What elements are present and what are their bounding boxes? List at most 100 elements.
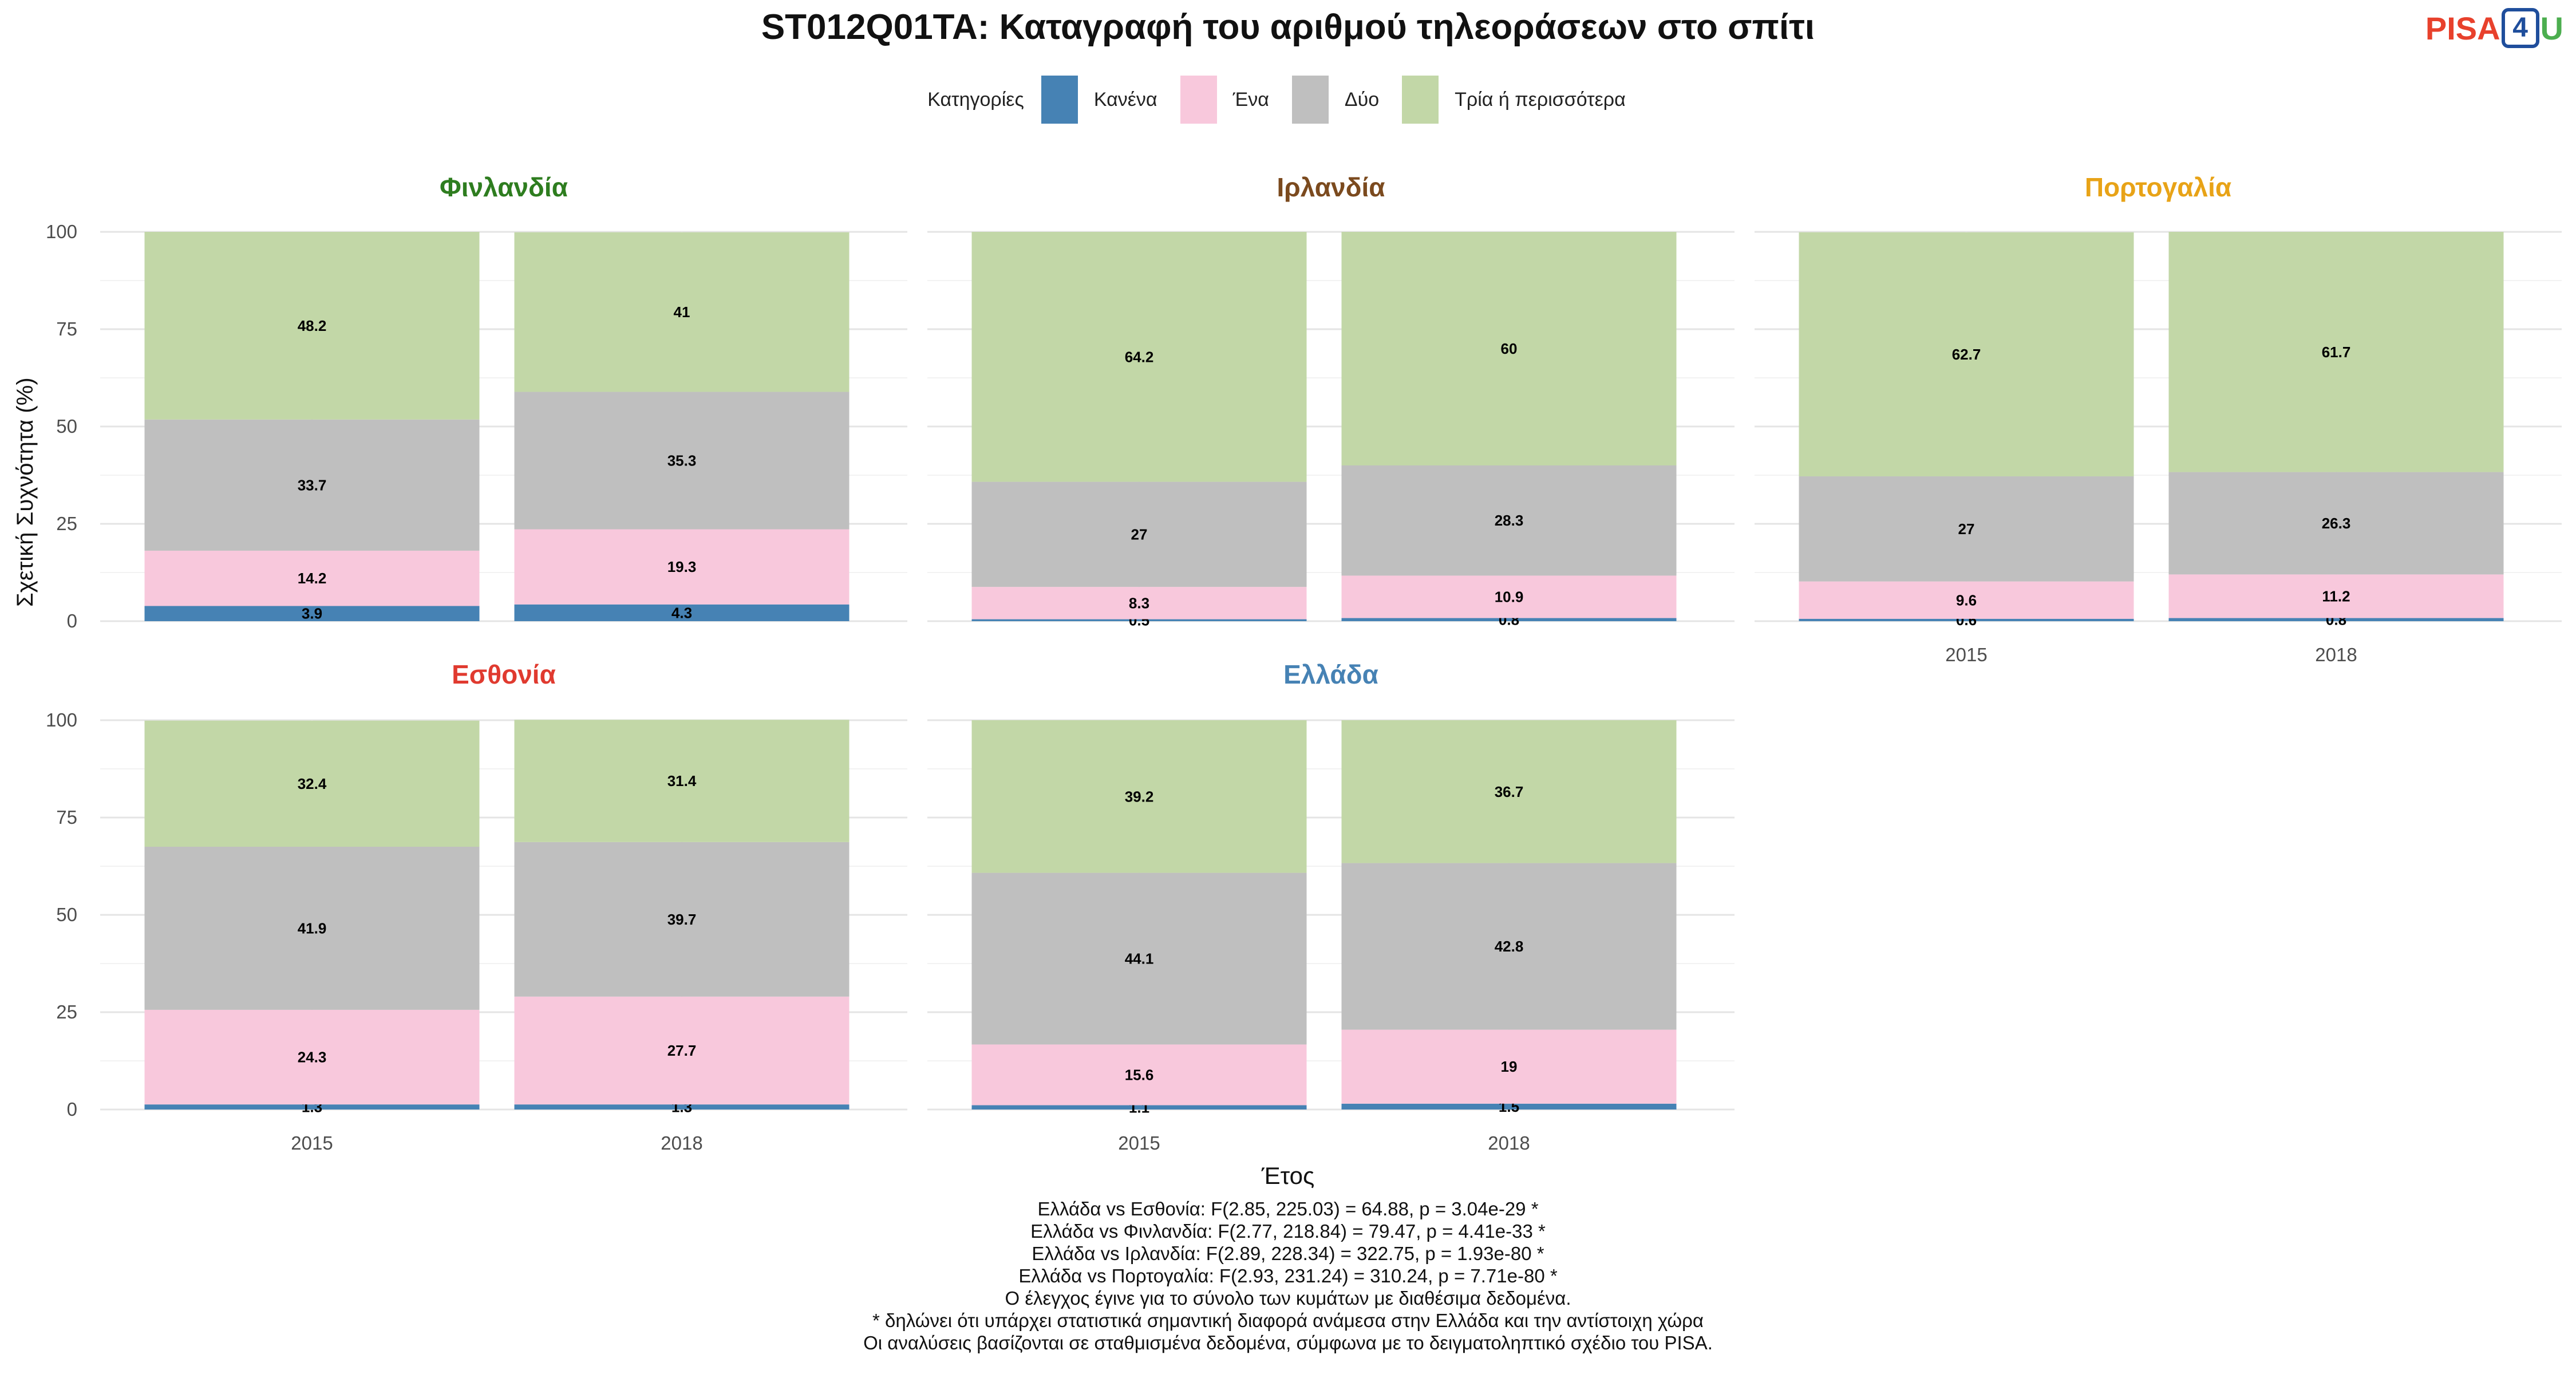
data-label: 61.7 bbox=[2322, 344, 2351, 361]
x-tick-label: 2018 bbox=[661, 1132, 702, 1154]
x-tick-label: 2018 bbox=[1488, 1132, 1530, 1154]
data-label: 27.7 bbox=[667, 1042, 697, 1059]
logo-pisa-text: PISA bbox=[2425, 10, 2500, 46]
bar-segment bbox=[144, 232, 480, 420]
bar-segment bbox=[514, 604, 850, 621]
logo-u-text: U bbox=[2540, 10, 2563, 46]
bar-segment bbox=[514, 996, 850, 1105]
bar-segment bbox=[144, 550, 480, 606]
data-label: 4.3 bbox=[671, 604, 692, 621]
y-tick-label: 75 bbox=[56, 807, 77, 828]
bar-segment bbox=[971, 587, 1307, 619]
bar-segment bbox=[1341, 863, 1677, 1030]
bar-segment bbox=[144, 1104, 480, 1110]
data-label: 39.7 bbox=[667, 911, 697, 928]
data-label: 44.1 bbox=[1125, 950, 1154, 968]
bar-segment bbox=[1799, 476, 2134, 582]
data-label: 32.4 bbox=[298, 775, 327, 792]
bar-segment bbox=[2168, 574, 2504, 618]
data-label: 14.2 bbox=[298, 570, 327, 587]
footnote-line: Οι αναλύσεις βασίζονται σε σταθμισμένα δ… bbox=[863, 1332, 1713, 1353]
x-tick-label: 2015 bbox=[1118, 1132, 1160, 1154]
legend-title: Κατηγορίες bbox=[927, 88, 1024, 110]
bar-segment bbox=[1799, 581, 2134, 619]
legend-item-none: Κανένα bbox=[1041, 76, 1157, 124]
y-tick-label: 0 bbox=[67, 1099, 77, 1120]
data-label: 10.9 bbox=[1495, 589, 1524, 606]
y-axis-label: Σχετική Συχνότητα (%) bbox=[13, 377, 38, 607]
bar-segment bbox=[1799, 618, 2134, 621]
bar-segment bbox=[1799, 232, 2134, 477]
x-axis-label: Έτος bbox=[1261, 1162, 1315, 1189]
legend-label-two: Δύο bbox=[1344, 88, 1380, 110]
legend-key-none bbox=[1041, 76, 1078, 124]
bar-segment bbox=[971, 481, 1307, 587]
y-tick-label: 50 bbox=[56, 904, 77, 925]
bar-segment bbox=[514, 529, 850, 605]
x-tick-label: 2015 bbox=[1945, 644, 1987, 665]
data-label: 48.2 bbox=[298, 317, 327, 334]
bar-segment bbox=[971, 872, 1307, 1045]
bar-segment bbox=[144, 606, 480, 621]
bar-segment bbox=[144, 1009, 480, 1105]
footnote-line: Ελλάδα vs Ιρλανδία: F(2.89, 228.34) = 32… bbox=[1032, 1243, 1544, 1264]
legend-label-three-plus: Τρία ή περισσότερα bbox=[1455, 88, 1626, 110]
y-tick-label: 50 bbox=[56, 416, 77, 437]
data-label: 60 bbox=[1501, 340, 1518, 357]
legend-key-two bbox=[1291, 76, 1329, 124]
y-tick-label: 25 bbox=[56, 513, 77, 534]
bar-segment bbox=[1341, 618, 1677, 621]
bar-segment bbox=[971, 720, 1307, 873]
footnotes: Ελλάδα vs Εσθονία: F(2.85, 225.03) = 64.… bbox=[0, 1198, 2576, 1354]
data-label: 24.3 bbox=[298, 1049, 327, 1066]
data-label: 36.7 bbox=[1495, 783, 1524, 800]
bar-segment bbox=[971, 1044, 1307, 1105]
legend-item-three-plus: Τρία ή περισσότερα bbox=[1402, 76, 1626, 124]
bar-segment bbox=[1341, 465, 1677, 576]
bar-segment bbox=[144, 720, 480, 847]
x-tick-label: 2018 bbox=[2315, 644, 2357, 665]
x-tick-label: 2015 bbox=[291, 1132, 333, 1154]
footnote-line: Ελλάδα vs Φινλανδία: F(2.77, 218.84) = 7… bbox=[1030, 1221, 1546, 1242]
bar-segment bbox=[1341, 232, 1677, 465]
data-label: 19.3 bbox=[667, 558, 697, 575]
chart-title: ST012Q01TA: Καταγραφή του αριθμού τηλεορ… bbox=[761, 7, 1815, 47]
data-label: 31.4 bbox=[667, 772, 697, 789]
y-tick-label: 100 bbox=[46, 221, 77, 242]
data-label: 39.2 bbox=[1125, 788, 1154, 805]
bar-segment bbox=[144, 847, 480, 1010]
data-label: 33.7 bbox=[298, 476, 327, 493]
bar-segment bbox=[2168, 472, 2504, 575]
pisa4u-logo: PISA 4 U bbox=[2425, 8, 2563, 48]
data-label: 42.8 bbox=[1495, 938, 1524, 955]
y-tick-label: 75 bbox=[56, 318, 77, 339]
data-label: 27 bbox=[1131, 526, 1148, 543]
panel-title: Πορτογαλία bbox=[2085, 172, 2231, 202]
legend-item-two: Δύο bbox=[1291, 76, 1380, 124]
legend-label-one: Ένα bbox=[1232, 88, 1269, 110]
data-label: 8.3 bbox=[1129, 594, 1149, 611]
footnote-line: * δηλώνει ότι υπάρχει στατιστικά σημαντι… bbox=[872, 1310, 1704, 1331]
bar-segment bbox=[1341, 575, 1677, 618]
bar-segment bbox=[971, 619, 1307, 621]
bar-segment bbox=[971, 1105, 1307, 1110]
footnote-line: Ο έλεγχος έγινε για το σύνολο των κυμάτω… bbox=[1005, 1288, 1571, 1309]
data-label: 9.6 bbox=[1956, 591, 1977, 609]
bar-segment bbox=[514, 392, 850, 530]
data-label: 41.9 bbox=[298, 919, 327, 937]
panel-title: Ιρλανδία bbox=[1277, 172, 1385, 202]
data-label: 26.3 bbox=[2322, 515, 2351, 532]
data-label: 62.7 bbox=[1952, 346, 1981, 363]
data-label: 11.2 bbox=[2322, 587, 2350, 605]
y-tick-label: 0 bbox=[67, 610, 77, 631]
data-label: 19 bbox=[1501, 1058, 1518, 1075]
data-label: 35.3 bbox=[667, 452, 697, 469]
panel-title: Φινλανδία bbox=[440, 172, 568, 202]
bar-segment bbox=[514, 1104, 850, 1110]
data-label: 3.9 bbox=[302, 605, 322, 622]
bar-segment bbox=[514, 842, 850, 997]
legend-item-one: Ένα bbox=[1180, 76, 1269, 124]
data-label: 64.2 bbox=[1125, 348, 1154, 365]
bar-segment bbox=[2168, 618, 2504, 621]
